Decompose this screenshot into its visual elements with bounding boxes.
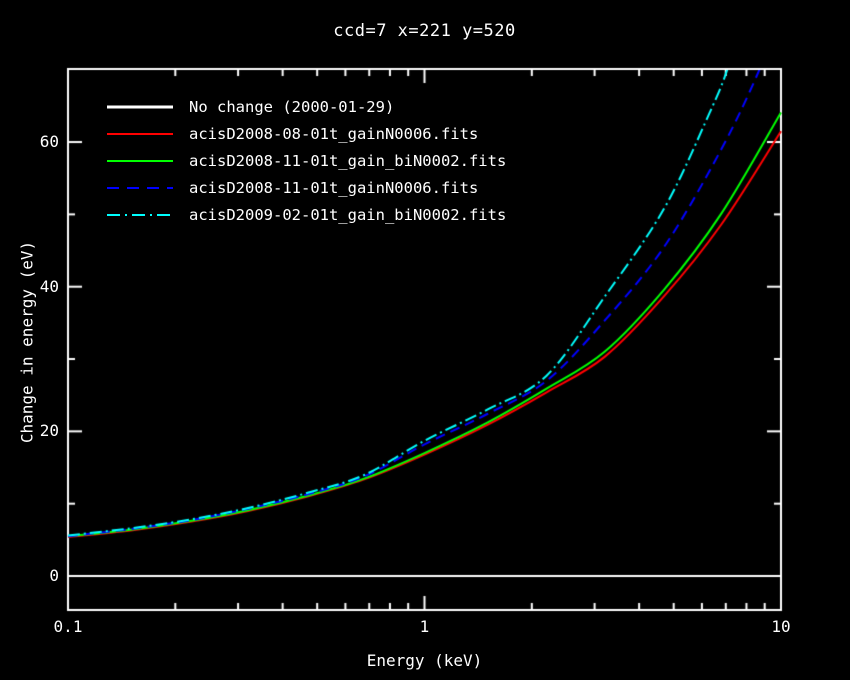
y-axis-label: Change in energy (eV) (17, 240, 37, 444)
x-axis-label: Energy (keV) (366, 651, 483, 670)
legend-item: acisD2008-11-01t_gain_biN0002.fits (107, 147, 506, 174)
x-tick-label: 0.1 (53, 617, 83, 636)
legend-label: No change (2000-01-29) (189, 97, 395, 116)
legend-item: acisD2008-11-01t_gainN0006.fits (107, 174, 506, 201)
legend-label: acisD2009-02-01t_gain_biN0002.fits (189, 205, 507, 224)
legend: No change (2000-01-29) acisD2008-08-01t_g… (107, 93, 506, 228)
legend-label: acisD2008-11-01t_gain_biN0002.fits (189, 151, 507, 170)
y-tick-label: 60 (39, 132, 59, 152)
legend-item: acisD2009-02-01t_gain_biN0002.fits (107, 201, 506, 228)
y-tick-label: 20 (39, 421, 59, 441)
chart-title: ccd=7 x=221 y=520 (333, 21, 516, 41)
legend-item: acisD2008-08-01t_gainN0006.fits (107, 120, 506, 147)
y-tick-label: 40 (39, 276, 59, 296)
legend-item: No change (2000-01-29) (107, 93, 506, 120)
legend-label: acisD2008-08-01t_gainN0006.fits (189, 124, 479, 143)
y-tick-label: 0 (49, 566, 59, 585)
x-tick-label: 1 (419, 617, 430, 636)
legend-line-sample (107, 186, 173, 189)
legend-line-sample (107, 159, 173, 162)
legend-label: acisD2008-11-01t_gainN0006.fits (189, 178, 479, 197)
legend-line-sample (107, 105, 173, 108)
x-tick-label: 10 (771, 617, 791, 636)
legend-line-sample (107, 213, 173, 216)
legend-line-sample (107, 132, 173, 135)
